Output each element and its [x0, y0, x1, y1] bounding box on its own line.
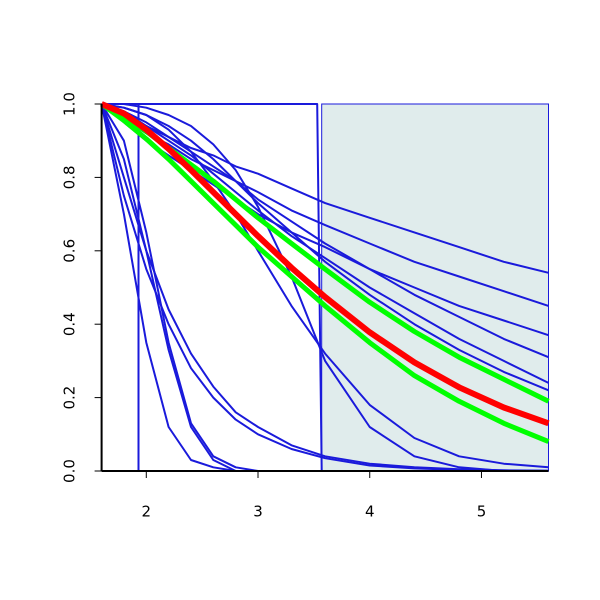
curve [101, 103, 549, 384]
curve [101, 103, 549, 472]
curve [101, 103, 549, 392]
y-tick-label: 0.2 [61, 386, 79, 410]
curve [100, 101, 550, 427]
y-tick-label: 0.6 [61, 239, 79, 263]
curve [100, 103, 549, 472]
y-tick-label: 1.0 [61, 92, 79, 116]
curve [101, 103, 549, 469]
x-tick-label: 2 [142, 503, 152, 521]
x-tick-label: 5 [477, 503, 487, 521]
curve [100, 101, 550, 444]
y-tick-label: 0.4 [61, 312, 79, 336]
curve [101, 103, 549, 359]
curve [101, 103, 549, 274]
x-tick-label: 3 [253, 503, 263, 521]
y-tick-label: 0.8 [61, 165, 79, 189]
shaded-region [321, 103, 549, 472]
x-tick-label: 4 [365, 503, 375, 521]
y-tick-label: 0.0 [61, 459, 79, 483]
